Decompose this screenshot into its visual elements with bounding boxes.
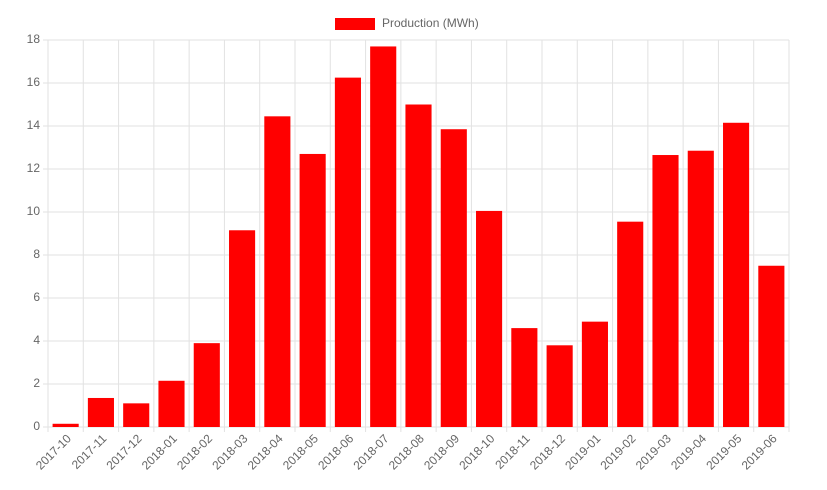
y-tick-label: 0 [33, 419, 40, 433]
bar [581, 321, 608, 427]
bar [52, 423, 79, 427]
y-tick-label: 6 [33, 290, 40, 304]
bar [229, 230, 256, 427]
y-tick-label: 10 [27, 204, 41, 218]
bar [334, 77, 361, 427]
x-tick-label: 2018-02 [174, 431, 215, 472]
bar [511, 328, 538, 427]
x-tick-label: 2018-03 [209, 431, 250, 472]
x-tick-label: 2019-03 [633, 431, 674, 472]
y-tick-label: 14 [27, 118, 41, 132]
bar [264, 116, 291, 427]
x-tick-label: 2017-10 [33, 431, 74, 472]
bar [193, 343, 220, 427]
y-tick-label: 18 [27, 32, 41, 46]
x-tick-label: 2018-05 [280, 431, 321, 472]
bar [370, 46, 397, 427]
bar [758, 265, 785, 427]
bar [158, 380, 185, 427]
x-tick-label: 2019-05 [703, 431, 744, 472]
bar [617, 221, 644, 427]
bar [405, 104, 432, 427]
bar [687, 150, 714, 427]
y-tick-label: 12 [27, 161, 41, 175]
y-tick-label: 2 [33, 376, 40, 390]
y-tick-label: 8 [33, 247, 40, 261]
bar [299, 153, 326, 427]
x-tick-label: 2018-12 [527, 431, 568, 472]
x-tick-label: 2017-12 [104, 431, 145, 472]
bar [723, 122, 750, 428]
x-tick-label: 2018-07 [351, 431, 392, 472]
bar [123, 403, 150, 427]
x-tick-label: 2018-08 [386, 431, 427, 472]
x-tick-label: 2018-10 [456, 431, 497, 472]
x-tick-label: 2018-06 [315, 431, 356, 472]
x-tick-label: 2019-02 [598, 431, 639, 472]
x-tick-label: 2018-04 [245, 431, 286, 472]
x-tick-label: 2018-09 [421, 431, 462, 472]
y-tick-label: 16 [27, 75, 41, 89]
bar [652, 155, 679, 427]
y-tick-label: 4 [33, 333, 40, 347]
x-tick-label: 2019-04 [668, 431, 709, 472]
legend-swatch [335, 18, 375, 30]
bar [87, 397, 114, 427]
legend-label: Production (MWh) [382, 16, 479, 30]
bar [440, 129, 467, 427]
x-tick-label: 2019-01 [562, 431, 603, 472]
x-tick-label: 2019-06 [739, 431, 780, 472]
x-tick-label: 2018-01 [139, 431, 180, 472]
bar [546, 345, 573, 427]
bar [476, 210, 503, 427]
x-tick-label: 2017-11 [69, 431, 110, 472]
x-tick-label: 2018-11 [492, 431, 533, 472]
